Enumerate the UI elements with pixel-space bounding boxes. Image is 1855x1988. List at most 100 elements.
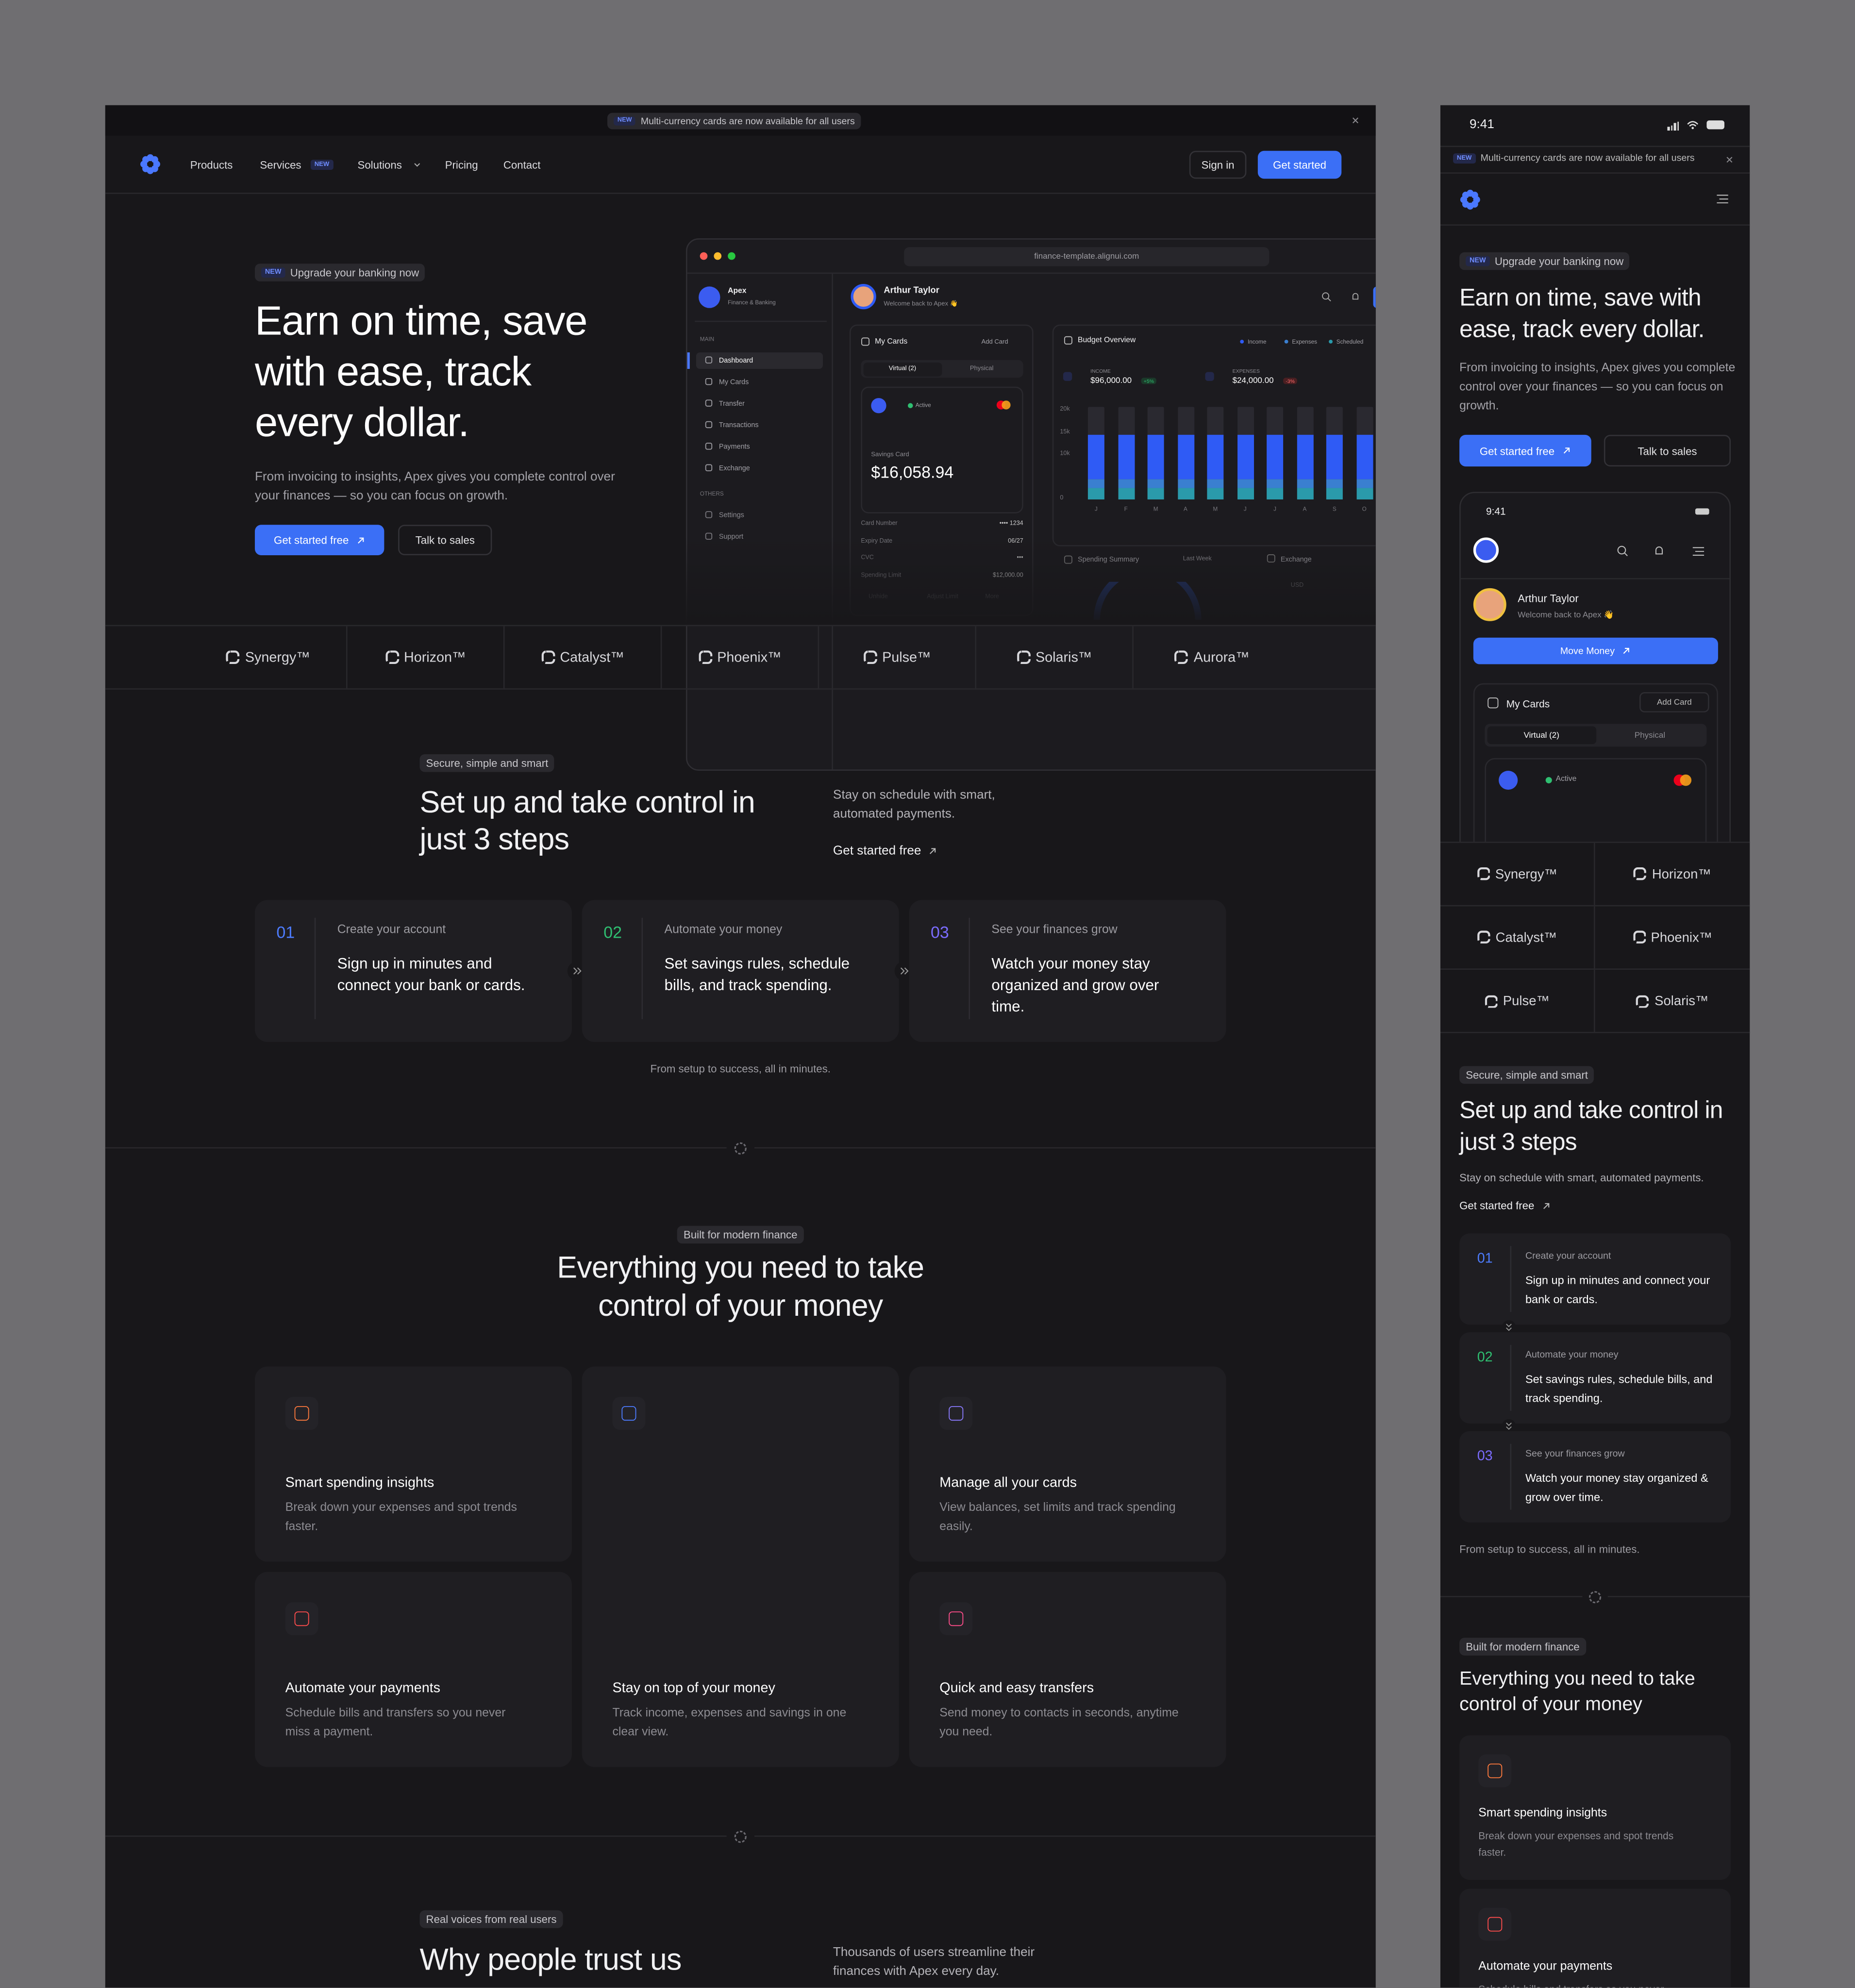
section-link[interactable]: Get started free: [833, 844, 937, 858]
signal-bar: [1667, 127, 1670, 131]
move-money-button[interactable]: Move Money: [1473, 637, 1718, 664]
section-badge: Secure, simple and smart: [419, 754, 555, 772]
logo-name: Catalyst™: [1495, 929, 1557, 945]
divider: [105, 625, 1376, 627]
card-label: Savings Card: [871, 451, 909, 459]
divider: [969, 917, 970, 1019]
bar-segment: [1237, 435, 1253, 480]
stat-icon-part: [1063, 372, 1072, 381]
divider-icon: [1589, 1591, 1602, 1604]
feature-title: Quick and easy transfers: [939, 1681, 1094, 1696]
menu-icon-part: [1692, 547, 1705, 556]
logo-cell: Aurora™: [1134, 626, 1291, 688]
detail-value: •••• 1234: [999, 521, 1023, 528]
nav-link[interactable]: Contact: [503, 158, 541, 171]
menu-item[interactable]: Dashboard: [719, 357, 753, 364]
section-badge: Built for modern finance: [677, 1226, 804, 1244]
step-connector-part: [1506, 1324, 1512, 1331]
badge-text: Secure, simple and smart: [1466, 1068, 1588, 1081]
menu-item[interactable]: Settings: [719, 511, 744, 519]
feature-title: Manage all your cards: [939, 1475, 1077, 1491]
bar-segment: [1326, 488, 1343, 500]
icon: [949, 1406, 964, 1421]
logo-mark: [1460, 189, 1480, 210]
icon: [949, 1611, 964, 1626]
add-card[interactable]: Add Card: [1639, 692, 1709, 712]
logo-icon-part: [226, 650, 240, 664]
bar-segment: [1356, 435, 1373, 480]
stat-icon: [1205, 372, 1214, 381]
feature-description: Send money to contacts in seconds, anyti…: [939, 1706, 1179, 1740]
step-number: 02: [603, 923, 622, 942]
icon: [705, 356, 713, 364]
wifi-icon: [1687, 121, 1699, 130]
step-connector-part: [900, 967, 909, 975]
badge-text: Upgrade your banking now: [290, 266, 419, 279]
icon-part: [621, 1406, 636, 1421]
sign-in-button[interactable]: Sign in: [1189, 150, 1247, 179]
bar-segment: [1207, 435, 1224, 480]
primary-cta[interactable]: Get started free: [254, 525, 384, 555]
logo-name: Phoenix™: [1651, 929, 1713, 945]
logo-icon: [1634, 867, 1647, 880]
nav-link[interactable]: Solutions: [357, 158, 402, 171]
icon-part: [705, 511, 713, 518]
detail-label: Card Number: [861, 521, 898, 528]
banner-text: Multi-currency cards are now available f…: [1480, 152, 1695, 164]
menu-item[interactable]: My Cards: [719, 378, 749, 386]
nav-link[interactable]: Pricing: [445, 158, 478, 171]
feature-card: Stay on top of your money Track income, e…: [582, 1366, 899, 1767]
logo-name: Pulse™: [882, 649, 931, 665]
logo-cell: Pulse™: [1440, 969, 1595, 1033]
step-text: Sign up in minutes and connect your bank…: [337, 954, 525, 994]
get-started-button[interactable]: Get started: [1257, 150, 1342, 179]
tab[interactable]: Physical: [1634, 730, 1666, 740]
signal-bar: [1677, 121, 1679, 131]
tab[interactable]: Physical: [969, 365, 994, 373]
logo-name: Horizon™: [1652, 866, 1711, 882]
primary-cta[interactable]: Get started free: [1459, 434, 1591, 467]
menu-item[interactable]: Exchange: [719, 464, 750, 472]
hero-subtitle: From invoicing to insights, Apex gives y…: [254, 470, 615, 503]
bar-segment: [1296, 435, 1313, 480]
active-item: [696, 352, 823, 369]
divider: [641, 917, 643, 1019]
feature-icon-bg: [939, 1397, 973, 1430]
menu-item[interactable]: Transactions: [719, 421, 759, 430]
menu-item[interactable]: Transfer: [719, 400, 745, 408]
menu-item[interactable]: Payments: [719, 443, 750, 451]
section-link[interactable]: Get started free: [1459, 1199, 1551, 1212]
bar-segment: [1177, 479, 1194, 489]
wifi-icon-part: [1691, 127, 1694, 130]
nav-link[interactable]: Products: [190, 158, 233, 171]
desktop-frame: NEW Multi-currency cards are now availabl…: [105, 105, 1376, 1988]
divider: [105, 192, 1376, 194]
user-avatar: [851, 284, 876, 310]
logo-grid: Synergy™ Horizon™ Catalyst™ Phoenix™ Pulse™ S…: [1440, 842, 1750, 1033]
tab[interactable]: Virtual (2): [1487, 726, 1596, 745]
feature-title: Smart spending insights: [285, 1475, 435, 1491]
divider-mask: [726, 1137, 754, 1160]
logo-cell: Horizon™: [1595, 843, 1750, 907]
secondary-cta[interactable]: Talk to sales: [1604, 434, 1731, 467]
stat-change: -3%: [1283, 378, 1298, 384]
battery: [1695, 508, 1709, 515]
nav-link[interactable]: Services: [260, 158, 301, 171]
add-card[interactable]: Add Card: [981, 338, 1008, 347]
step-connector-part: [573, 967, 582, 975]
card-logo: [1499, 770, 1518, 790]
feature-title: Automate your payments: [1478, 1959, 1613, 1974]
step-card: 01 Create your account Sign up in minutes …: [254, 900, 572, 1042]
icon-part: [705, 421, 713, 429]
feature-title: Stay on top of your money: [612, 1681, 775, 1696]
brand-avatar: [1473, 537, 1499, 563]
divider: [105, 688, 1376, 690]
icon: [1064, 336, 1072, 345]
secondary-cta[interactable]: Talk to sales: [398, 525, 492, 555]
arrow-icon-part: [1563, 447, 1570, 454]
savings-card: Active Savings Card $16,058.94: [861, 386, 1023, 514]
y-tick-label: 0: [1060, 496, 1064, 502]
tab[interactable]: Virtual (2): [863, 362, 942, 376]
user-welcome: Welcome back to Apex 👋: [884, 300, 958, 308]
brand-name: Apex: [728, 287, 747, 296]
